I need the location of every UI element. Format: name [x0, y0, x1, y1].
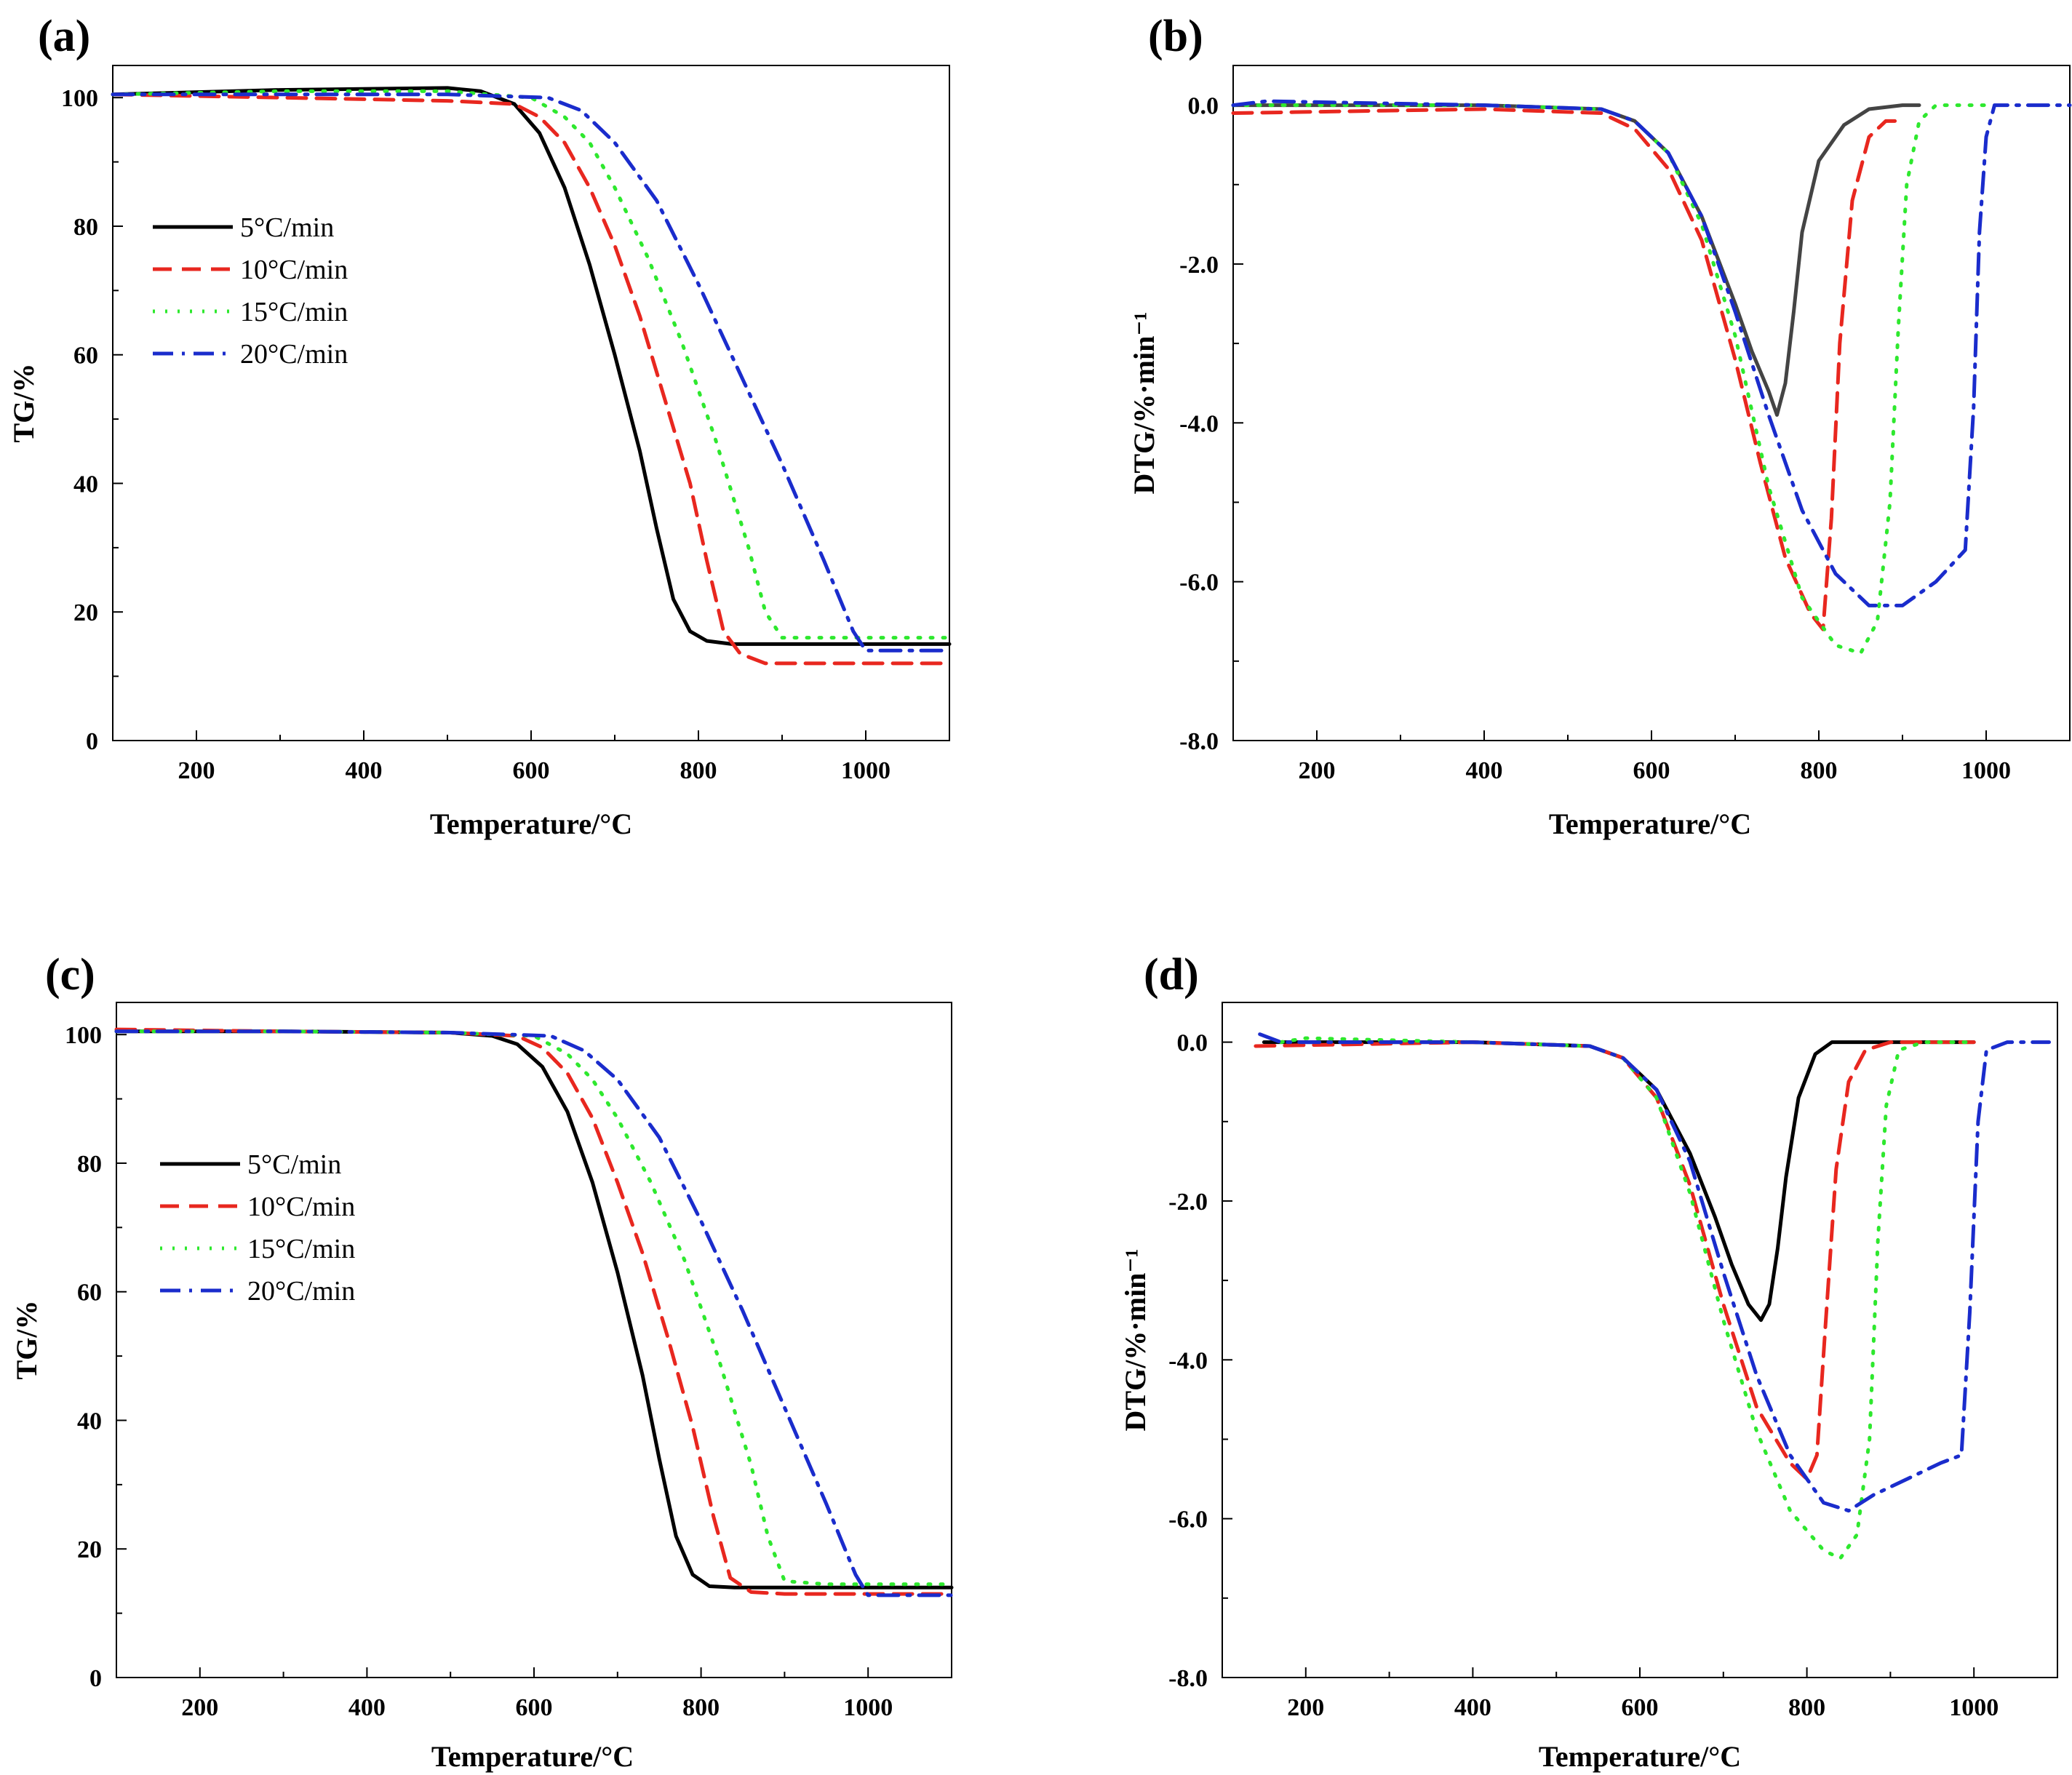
panel-label: (c)	[45, 950, 95, 1000]
x-tick-label: 1000	[1961, 757, 2011, 784]
legend: 5°C/min 10°C/min 15°C/min 20°C/min	[153, 212, 348, 370]
panel-c: (c) 200 400 600 800 1000 0 20 40 60 80 100 Tempera…	[10, 950, 954, 1773]
x-tick-label: 800	[1801, 757, 1838, 784]
series-line-10cmin	[1254, 1040, 1976, 1481]
x-tick-label: 1000	[841, 757, 890, 784]
series-line-5cmin	[111, 86, 952, 646]
legend-label: 15°C/min	[247, 1234, 355, 1264]
legend-label: 20°C/min	[247, 1276, 355, 1307]
tick-group: 200 400 600 800 1000 0 20 40 60 80 100	[61, 85, 950, 784]
x-tick-label: 400	[1454, 1694, 1491, 1721]
y-axis-title: DTG/%·min⁻¹	[1128, 312, 1160, 495]
x-tick-label: 600	[513, 757, 550, 784]
y-tick-label: 20	[73, 599, 98, 626]
tick-group: 200 400 600 800 1000 0.0 -2.0 -4.0 -6.0 -8.0	[1168, 1030, 2058, 1721]
x-tick-label: 800	[1788, 1694, 1825, 1721]
y-tick-label: 100	[61, 85, 98, 112]
plot-frame	[1222, 1002, 2058, 1678]
legend-label: 15°C/min	[240, 297, 348, 327]
x-tick-label: 600	[1633, 757, 1670, 784]
y-tick-label: 60	[73, 343, 98, 370]
x-tick-label: 200	[1287, 1694, 1324, 1721]
panel-b: (b) 200 400 600 800 10000.0-2.0-4.0-6.0-8.0 …	[1128, 12, 2072, 840]
y-tick-label: 40	[73, 471, 98, 498]
series-group	[1231, 99, 2072, 655]
series-line-20cmin	[111, 92, 952, 653]
y-axis-title: TG/%	[7, 364, 40, 443]
panel-label: (a)	[38, 12, 90, 61]
series-line-15cmin	[114, 1029, 954, 1587]
series-group	[114, 1027, 954, 1597]
x-tick-label: 400	[1466, 757, 1503, 784]
series-group	[111, 86, 952, 666]
series-line-15cmin	[111, 89, 952, 640]
tick-group: 200 400 600 800 1000 0.0 -2.0 -4.0 -6.0 -8.0	[1179, 93, 2071, 784]
series-line-5cmin	[1231, 103, 1921, 417]
legend-label: 5°C/min	[240, 212, 334, 243]
series-line-20cmin	[114, 1029, 954, 1597]
x-tick-label: 200	[1299, 757, 1336, 784]
series-group	[1254, 1032, 2051, 1560]
legend-label: 10°C/min	[247, 1192, 355, 1222]
legend-label: 20°C/min	[240, 339, 348, 370]
y-tick-label: 20	[77, 1536, 102, 1563]
x-tick-label: 200	[181, 1694, 218, 1721]
x-tick-label: 600	[1622, 1694, 1659, 1721]
y-axis-title: TG/%	[10, 1301, 43, 1380]
x-tick-label: 1000	[1949, 1694, 1999, 1721]
y-tick-label: 0	[89, 1665, 102, 1692]
x-axis-title: Temperature/°C	[1539, 1740, 1741, 1773]
legend-label: 10°C/min	[240, 255, 348, 285]
series-line-10cmin	[111, 92, 952, 666]
plot-frame	[116, 1002, 952, 1678]
y-tick-label: -4.0	[1179, 410, 1219, 437]
y-tick-label: 80	[73, 214, 98, 241]
x-tick-label: 800	[680, 757, 717, 784]
y-tick-label: 40	[77, 1408, 102, 1435]
x-tick-label: 400	[348, 1694, 386, 1721]
y-tick-label: 100	[65, 1022, 102, 1049]
x-tick-label: 200	[178, 757, 215, 784]
y-tick-label: -6.0	[1168, 1507, 1208, 1533]
y-tick-label: 0.0	[1177, 1030, 1208, 1057]
panel-label: (b)	[1148, 12, 1203, 61]
x-tick-label: 400	[346, 757, 383, 784]
y-tick-label: -6.0	[1179, 570, 1219, 597]
plot-frame	[112, 65, 950, 741]
series-line-20cmin	[1258, 1032, 2051, 1513]
x-tick-label: 800	[682, 1694, 720, 1721]
x-tick-label: 600	[516, 1694, 553, 1721]
x-axis-title: Temperature/°C	[431, 1740, 634, 1773]
series-line-15cmin	[1231, 103, 1988, 655]
series-line-15cmin	[1278, 1036, 1976, 1560]
y-tick-label: 0.0	[1188, 93, 1219, 120]
y-tick-label: -8.0	[1179, 728, 1219, 755]
series-line-10cmin	[114, 1027, 954, 1596]
y-tick-label: 80	[77, 1151, 102, 1178]
panel-d: (d) 200 400 600 800 10000.0-2.0-4.0-6.0-8.0 …	[1119, 950, 2058, 1773]
plot-frame	[1232, 65, 2071, 741]
legend-label: 5°C/min	[247, 1149, 341, 1180]
x-tick-label: 1000	[843, 1694, 893, 1721]
y-tick-label: -2.0	[1179, 252, 1219, 279]
panel-a: (a) 200 400 600 800 1000 0 20 40 60 80 100 Tempera…	[7, 12, 952, 840]
x-axis-title: Temperature/°C	[430, 807, 632, 840]
y-tick-label: 0	[86, 728, 98, 755]
legend: 5°C/min 10°C/min 15°C/min 20°C/min	[160, 1149, 355, 1307]
series-line-5cmin	[1262, 1040, 1976, 1323]
y-tick-label: -2.0	[1168, 1189, 1208, 1216]
y-tick-label: -4.0	[1168, 1347, 1208, 1374]
y-axis-title: DTG/%·min⁻¹	[1119, 1249, 1152, 1432]
panel-label: (d)	[1144, 950, 1199, 1000]
series-line-20cmin	[1231, 99, 2072, 607]
tick-group: 200 400 600 800 1000 0 20 40 60 80 100	[65, 1022, 952, 1721]
series-line-10cmin	[1231, 107, 1905, 631]
y-tick-label: -8.0	[1168, 1665, 1208, 1692]
x-axis-title: Temperature/°C	[1549, 807, 1751, 840]
y-tick-label: 60	[77, 1280, 102, 1307]
